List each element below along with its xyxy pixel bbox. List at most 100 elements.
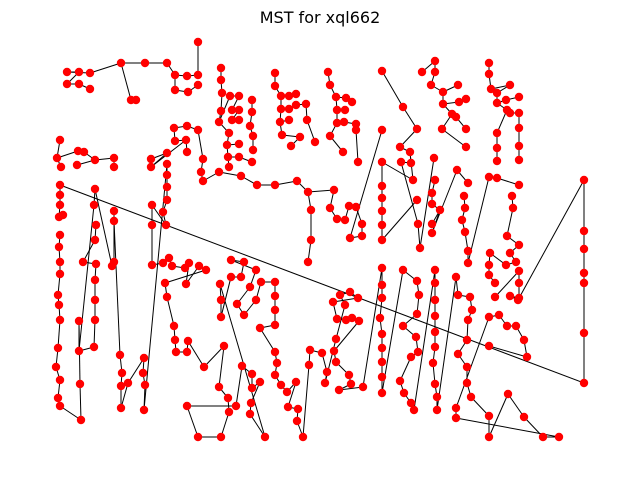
mst-edge	[197, 129, 204, 160]
graph-node	[109, 162, 119, 172]
graph-node	[216, 75, 226, 85]
graph-node	[270, 370, 280, 380]
graph-node	[234, 105, 244, 115]
graph-node	[377, 280, 387, 290]
mst-edge	[441, 128, 467, 148]
graph-node	[484, 312, 494, 322]
graph-node	[484, 411, 494, 421]
graph-node	[270, 347, 280, 357]
graph-node	[492, 88, 502, 98]
graph-node	[413, 219, 423, 229]
graph-node	[216, 63, 226, 73]
graph-node	[513, 295, 523, 305]
graph-node	[514, 92, 524, 102]
mst-edge	[506, 207, 514, 237]
graph-node	[328, 297, 338, 307]
graph-node	[301, 99, 311, 109]
graph-node	[430, 67, 440, 77]
graph-node	[396, 157, 406, 167]
graph-node	[579, 328, 589, 338]
graph-node	[270, 180, 280, 190]
graph-node	[377, 66, 387, 76]
graph-node	[234, 115, 244, 125]
graph-node	[109, 206, 119, 216]
graph-node	[302, 115, 312, 125]
graph-node	[358, 382, 368, 392]
graph-node	[158, 258, 168, 268]
mst-edge	[381, 161, 414, 181]
graph-node	[79, 147, 89, 157]
graph-node	[332, 118, 342, 128]
graph-node	[91, 220, 101, 230]
graph-node	[298, 432, 308, 442]
graph-node	[76, 415, 86, 425]
graph-node	[109, 257, 119, 267]
graph-node	[579, 268, 589, 278]
graph-node	[438, 87, 448, 97]
graph-node	[398, 265, 408, 275]
mst-edge	[218, 345, 225, 388]
mst-edge	[259, 327, 276, 353]
graph-node	[463, 246, 473, 256]
graph-node	[248, 131, 258, 141]
graph-node	[194, 261, 204, 271]
graph-node	[199, 362, 209, 372]
graph-node	[306, 235, 316, 245]
graph-node	[55, 230, 65, 240]
graph-node	[492, 156, 502, 166]
graph-node	[55, 401, 65, 411]
mst-edge	[93, 319, 96, 348]
graph-node	[234, 91, 244, 101]
graph-node	[201, 265, 211, 275]
graph-node	[377, 293, 387, 303]
graph-node	[139, 405, 149, 415]
graph-node	[147, 200, 157, 210]
graph-node	[284, 115, 294, 125]
graph-node	[55, 180, 65, 190]
graph-node	[170, 70, 180, 80]
graph-node	[306, 205, 316, 215]
mst-edge	[89, 62, 122, 74]
graph-node	[247, 157, 257, 167]
graph-node	[430, 265, 440, 275]
graph-node	[303, 257, 313, 267]
graph-node	[78, 257, 88, 267]
graph-node	[579, 175, 589, 185]
graph-node	[538, 432, 548, 442]
graph-node	[58, 210, 68, 220]
graph-node	[162, 292, 172, 302]
graph-node	[353, 293, 363, 303]
graph-node	[502, 231, 512, 241]
graph-node	[398, 102, 408, 112]
graph-node	[291, 377, 301, 387]
graph-node	[90, 275, 100, 285]
graph-node	[332, 105, 342, 115]
graph-node	[245, 121, 255, 131]
graph-node	[292, 176, 302, 186]
mst-edge	[79, 383, 82, 421]
graph-node	[438, 99, 448, 109]
graph-node	[490, 278, 500, 288]
graph-node	[412, 124, 422, 134]
chart-title: MST for xql662	[259, 8, 381, 27]
graph-node	[284, 104, 294, 114]
graph-node	[427, 228, 437, 238]
graph-node	[193, 80, 203, 90]
graph-node	[162, 148, 172, 158]
graph-node	[216, 432, 226, 442]
graph-node	[295, 132, 305, 142]
graph-node	[182, 401, 192, 411]
mst-edge	[470, 396, 490, 417]
graph-node	[74, 79, 84, 89]
mst-edge	[494, 270, 520, 298]
graph-node	[579, 226, 589, 236]
graph-node	[53, 290, 63, 300]
graph-node	[415, 243, 425, 253]
graph-node	[164, 253, 174, 263]
graph-node	[511, 321, 521, 331]
graph-node	[465, 292, 475, 302]
graph-node	[351, 119, 361, 129]
graph-node	[485, 248, 495, 258]
graph-node	[260, 432, 270, 442]
graph-node	[54, 300, 64, 310]
